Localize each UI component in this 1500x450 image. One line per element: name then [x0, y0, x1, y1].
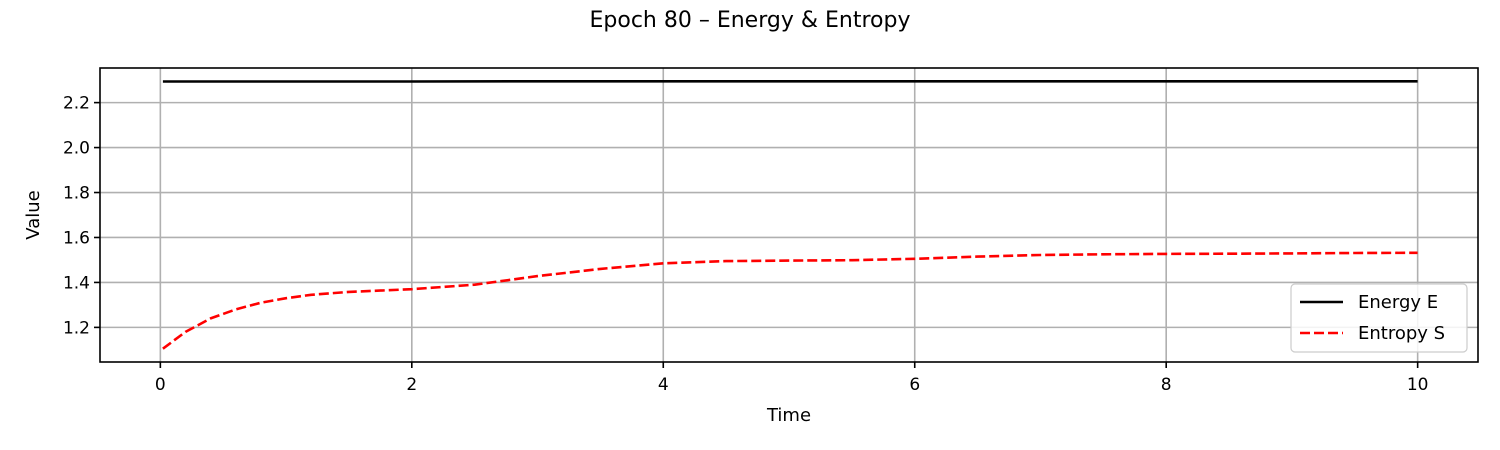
series-line-entropy-s — [162, 251, 1418, 350]
y-tick-label: 1.4 — [63, 273, 90, 293]
y-tick-label: 2.2 — [63, 94, 90, 114]
x-tick-label: 6 — [909, 375, 920, 395]
y-tick-label: 2.0 — [63, 139, 90, 159]
y-tick-label: 1.8 — [63, 184, 90, 204]
y-axis: 1.2 1.4 1.6 1.8 2.0 2.2 — [63, 94, 100, 338]
legend: Energy E Entropy S — [1290, 283, 1468, 353]
series-layer — [162, 80, 1418, 350]
chart-title: Epoch 80 – Energy & Entropy — [590, 8, 911, 33]
x-axis: 0 2 4 6 8 10 — [155, 362, 1429, 395]
x-axis-label: Time — [766, 405, 811, 426]
grid-lines — [100, 68, 1478, 362]
y-tick-label: 1.2 — [63, 318, 90, 338]
y-axis-label: Value — [23, 190, 44, 239]
legend-label: Entropy S — [1358, 323, 1445, 344]
x-tick-label: 2 — [406, 375, 417, 395]
plot-frame — [99, 67, 1479, 363]
x-tick-label: 10 — [1407, 375, 1429, 395]
x-tick-label: 0 — [155, 375, 166, 395]
y-tick-label: 1.6 — [63, 228, 90, 248]
x-tick-label: 8 — [1161, 375, 1172, 395]
x-tick-label: 4 — [658, 375, 669, 395]
legend-label: Energy E — [1358, 292, 1438, 313]
